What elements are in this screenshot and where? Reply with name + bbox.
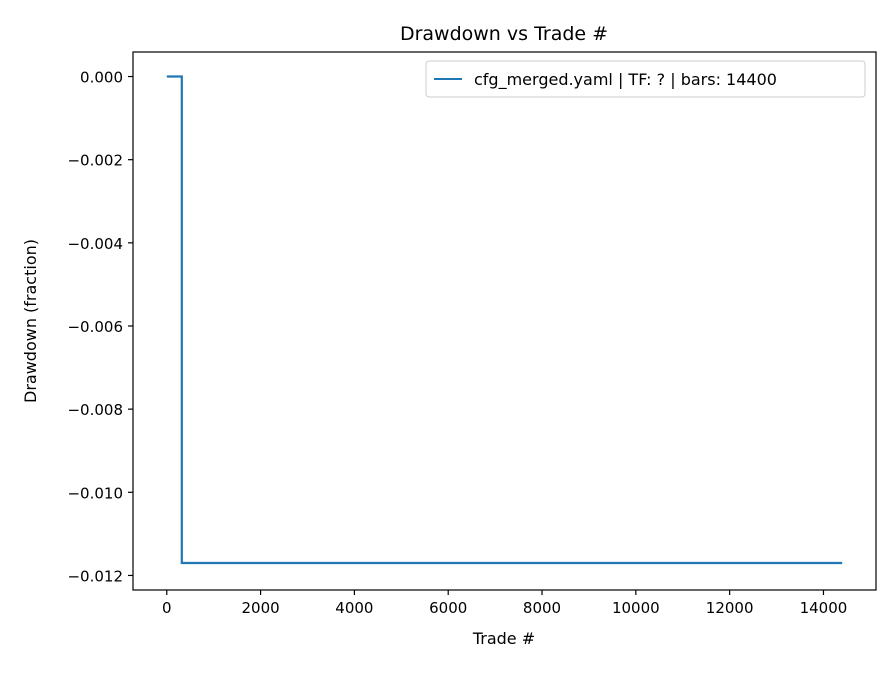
- y-tick-label: −0.012: [67, 567, 123, 585]
- y-tick-label: −0.010: [67, 484, 123, 502]
- x-tick-label: 6000: [429, 599, 467, 617]
- plot-area: [166, 75, 843, 565]
- y-axis: 0.000 −0.002 −0.004 −0.006 −0.008 −0.010 −0.01…: [67, 69, 133, 585]
- x-axis-label: Trade #: [472, 629, 535, 648]
- x-axis: 0 2000 4000 6000 8000 10000 12000 14000: [162, 590, 847, 617]
- x-tick-label: 4000: [335, 599, 373, 617]
- y-tick-label: −0.004: [67, 235, 123, 253]
- x-tick-label: 14000: [800, 599, 848, 617]
- y-axis-label: Drawdown (fraction): [21, 239, 40, 403]
- x-tick-label: 10000: [612, 599, 660, 617]
- y-tick-label: −0.002: [67, 152, 123, 170]
- x-tick-label: 0: [162, 599, 172, 617]
- y-tick-label: −0.006: [67, 318, 123, 336]
- y-tick-label: −0.008: [67, 401, 123, 419]
- axes-frame: [132, 51, 877, 591]
- x-tick-label: 8000: [523, 599, 561, 617]
- x-tick-label: 12000: [706, 599, 754, 617]
- chart-title: Drawdown vs Trade #: [400, 23, 608, 45]
- series-line: [166, 75, 843, 565]
- y-tick-label: 0.000: [80, 69, 123, 87]
- legend-label: cfg_merged.yaml | TF: ? | bars: 14400: [474, 70, 777, 90]
- legend-box: [425, 60, 866, 98]
- legend: cfg_merged.yaml | TF: ? | bars: 14400: [425, 60, 866, 98]
- x-tick-label: 2000: [241, 599, 279, 617]
